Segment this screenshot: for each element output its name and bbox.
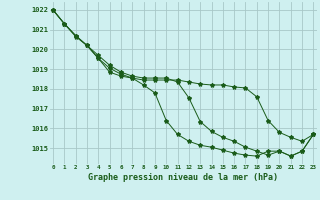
X-axis label: Graphe pression niveau de la mer (hPa): Graphe pression niveau de la mer (hPa) <box>88 173 278 182</box>
